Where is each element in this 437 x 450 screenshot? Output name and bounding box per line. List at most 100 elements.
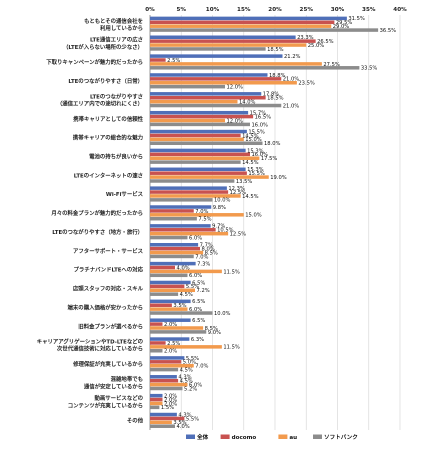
bar <box>150 349 163 353</box>
bar <box>150 269 222 274</box>
bar <box>150 393 163 398</box>
legend-label: au <box>289 435 297 441</box>
bar <box>150 363 194 368</box>
data-label: 10.0% <box>214 311 231 317</box>
bar <box>150 179 235 183</box>
x-tick-label: 40% <box>393 7 407 13</box>
bar <box>150 156 260 160</box>
data-label: 4.5% <box>180 379 193 385</box>
data-label: 21.0% <box>283 77 300 83</box>
category-label: 動画サービスなどの <box>94 394 143 402</box>
bar <box>150 228 216 232</box>
bar <box>150 122 250 127</box>
data-label: 12.0% <box>227 85 244 91</box>
data-label: 11.5% <box>223 269 240 275</box>
bar <box>150 81 297 85</box>
data-label: 33.5% <box>361 66 378 72</box>
data-label: 15.0% <box>245 137 262 143</box>
data-label: 6.5% <box>192 299 205 305</box>
data-label: 7.7% <box>200 243 213 249</box>
bar <box>150 360 182 364</box>
data-label: 36.5% <box>380 28 397 34</box>
bar <box>150 412 177 417</box>
bar <box>150 152 250 157</box>
category-label: コンテンツが充実しているから <box>68 401 143 409</box>
bar <box>150 16 347 21</box>
data-label: 18.8% <box>269 73 286 79</box>
data-label: 12.0% <box>227 118 244 124</box>
data-label: 5.5% <box>186 416 199 422</box>
category-label: 通信が安定しているから <box>84 382 143 390</box>
data-label: 26.5% <box>317 39 334 45</box>
bar <box>150 375 177 379</box>
data-label: 7.5% <box>198 217 211 223</box>
bar <box>150 307 188 311</box>
x-tick-label: 30% <box>331 7 345 13</box>
data-label: 16.0% <box>252 152 269 158</box>
data-label: 2.0% <box>164 397 177 403</box>
data-label: 9.8% <box>213 205 226 211</box>
data-label: 6.3% <box>191 337 204 343</box>
bar <box>150 43 307 47</box>
bar <box>150 420 172 425</box>
bar <box>150 114 254 119</box>
bar <box>150 209 194 213</box>
category-label: 店頭スタッフの対応・スキル <box>73 285 144 293</box>
data-label: 3.5% <box>173 420 186 426</box>
bar <box>150 47 266 51</box>
category-label: 携帯キャリアの総合的な魅力 <box>73 134 143 142</box>
legend-label: ソフトバンク <box>324 433 358 441</box>
category-label: LTEのつながりやすさ（日常） <box>68 77 143 85</box>
data-label: 13.5% <box>236 179 253 185</box>
value-labels: 31.5%29.5%29.0% 36.5% 23.3%26.5%25.0% 18.5%… <box>161 16 396 430</box>
data-label: 6.0% <box>189 235 202 241</box>
data-label: 27.5% <box>323 62 340 68</box>
data-label: 5.5% <box>186 284 199 290</box>
bar <box>150 250 204 255</box>
x-tick-label: 35% <box>362 7 376 13</box>
legend-label: 全体 <box>196 433 209 441</box>
bar <box>150 99 238 104</box>
data-label: 16.5% <box>255 114 272 120</box>
bar <box>150 386 183 391</box>
bar <box>150 39 316 43</box>
bar <box>150 416 185 421</box>
data-label: 29.5% <box>336 20 353 26</box>
category-label: 修理保証が充実しているから <box>72 360 143 368</box>
bar <box>150 118 225 123</box>
category-label: LTEのつながりやすさ（地方・旅行） <box>52 228 143 236</box>
legend-swatch <box>278 434 288 439</box>
category-label: Wi-Fiサービス <box>106 190 143 198</box>
bar <box>150 73 268 77</box>
bar <box>150 288 195 293</box>
bar <box>150 242 199 247</box>
bar <box>150 54 283 58</box>
bar <box>150 311 213 315</box>
bar <box>150 133 241 138</box>
data-label: 2.5% <box>167 58 180 64</box>
data-label: 19.0% <box>270 175 287 181</box>
data-label: 18.5% <box>267 96 284 102</box>
data-label: 2.0% <box>164 401 177 407</box>
bar <box>150 160 241 164</box>
data-label: 9.0% <box>208 330 221 336</box>
data-label: 7.2% <box>197 288 210 294</box>
data-label: 21.0% <box>283 103 300 109</box>
bar <box>150 171 247 175</box>
data-label: 7.0% <box>195 254 208 260</box>
data-label: 15.5% <box>248 171 265 177</box>
bar <box>150 194 241 198</box>
data-label: 15.5% <box>248 129 265 135</box>
bar <box>150 110 249 115</box>
bar <box>150 378 179 383</box>
data-label: 7.3% <box>197 261 210 267</box>
data-label: 29.0% <box>333 24 350 30</box>
bar <box>150 337 190 341</box>
bar <box>150 35 296 39</box>
bar <box>150 322 163 326</box>
data-label: 2.0% <box>164 394 177 400</box>
bar <box>150 198 213 202</box>
category-label: LTEのインターネットの速さ <box>74 171 143 179</box>
data-label: 11.5% <box>223 345 240 351</box>
